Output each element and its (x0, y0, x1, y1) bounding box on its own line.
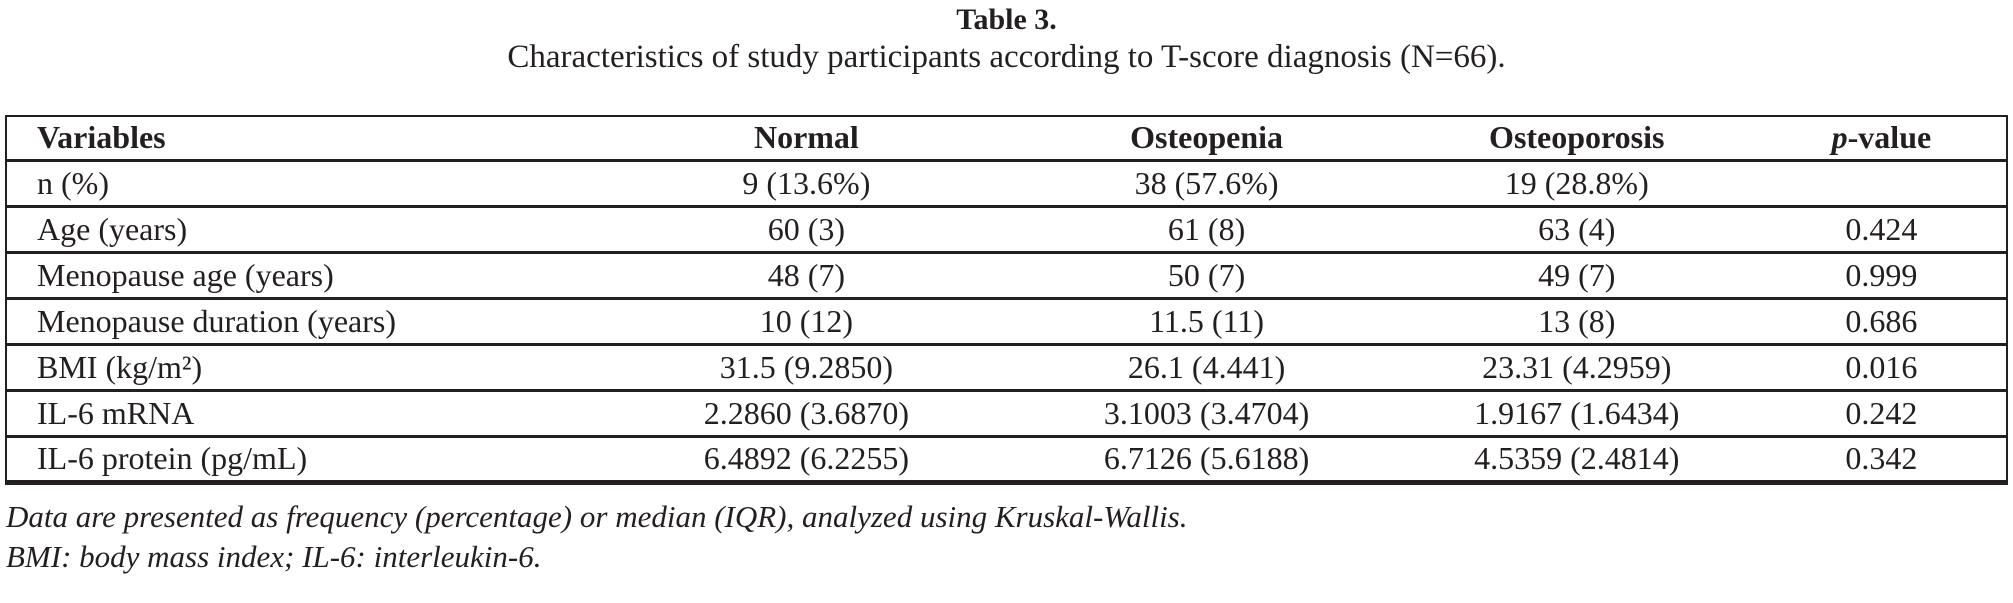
header-variables: Variables (37, 119, 166, 156)
cell-variable: Menopause age (years) (37, 256, 334, 293)
table-row: Age (years) 60 (3) 61 (8) 63 (4) 0.424 (6, 206, 2007, 252)
cell-osteoporosis: 49 (7) (1538, 256, 1616, 293)
cell-p-value: 0.999 (1845, 256, 1918, 293)
cell-normal: 6.4892 (6.2255) (703, 440, 910, 476)
cell-p-value (1757, 160, 2007, 206)
cell-osteopenia: 61 (8) (1167, 210, 1246, 247)
characteristics-table: Variables Normal Osteopenia Osteoporosis… (5, 115, 2008, 485)
header-p-value: p-value (1757, 116, 2007, 160)
cell-osteopenia: 26.1 (4.441) (1127, 348, 1286, 385)
table-subtitle: Characteristics of study participants ac… (507, 39, 1506, 75)
header-osteopenia: Osteopenia (1130, 119, 1284, 156)
cell-osteopenia: 11.5 (11) (1149, 302, 1265, 339)
table-caption: Table 3. Characteristics of study partic… (0, 3, 2013, 77)
cell-variable: IL-6 protein (pg/mL) (37, 440, 308, 476)
cell-normal: 31.5 (9.2850) (719, 348, 894, 385)
cell-variable: Menopause duration (years) (37, 302, 396, 339)
cell-variable: IL-6 mRNA (37, 394, 195, 431)
footnote-abbreviations: BMI: body mass index; IL-6: interleukin-… (6, 538, 542, 574)
cell-normal: 2.2860 (3.6870) (703, 394, 910, 431)
cell-osteoporosis: 19 (28.8%) (1504, 164, 1649, 201)
cell-variable: BMI (kg/m²) (37, 348, 203, 385)
table-footnotes: Data are presented as frequency (percent… (6, 497, 2013, 577)
cell-osteoporosis: 23.31 (4.2959) (1482, 348, 1672, 385)
cell-osteopenia: 38 (57.6%) (1134, 164, 1279, 201)
header-row: Variables Normal Osteopenia Osteoporosis… (6, 116, 2007, 160)
cell-p-value: 0.242 (1845, 394, 1918, 431)
cell-osteoporosis: 4.5359 (2.4814) (1474, 440, 1680, 476)
cell-p-value: 0.016 (1845, 348, 1918, 385)
cell-p-value: 0.686 (1845, 302, 1918, 339)
cell-osteopenia: 50 (7) (1167, 256, 1246, 293)
cell-p-value: 0.342 (1845, 440, 1918, 476)
cell-normal: 48 (7) (767, 256, 846, 293)
table-number-label: Table 3. (956, 3, 1057, 36)
cell-normal: 60 (3) (767, 210, 846, 247)
p-value-italic-p: p (1831, 119, 1848, 156)
cell-osteoporosis: 63 (4) (1538, 210, 1616, 247)
table-row: Menopause duration (years) 10 (12) 11.5 … (6, 298, 2007, 344)
table-row: IL-6 mRNA 2.2860 (3.6870) 3.1003 (3.4704… (6, 390, 2007, 436)
table-row: BMI (kg/m²) 31.5 (9.2850) 26.1 (4.441) 2… (6, 344, 2007, 390)
cell-normal: 9 (13.6%) (742, 164, 871, 201)
table-row: IL-6 protein (pg/mL) 6.4892 (6.2255) 6.7… (6, 436, 2007, 482)
table-row: Menopause age (years) 48 (7) 50 (7) 49 (… (6, 252, 2007, 298)
table-row: n (%) 9 (13.6%) 38 (57.6%) 19 (28.8%) (6, 160, 2007, 206)
header-osteoporosis: Osteoporosis (1489, 119, 1665, 156)
footnote-methods: Data are presented as frequency (percent… (6, 498, 1188, 534)
p-value-rest: -value (1847, 119, 1932, 156)
cell-osteoporosis: 1.9167 (1.6434) (1474, 394, 1680, 431)
cell-osteoporosis: 13 (8) (1538, 302, 1616, 339)
cell-osteopenia: 3.1003 (3.4704) (1103, 394, 1310, 431)
cell-p-value: 0.424 (1845, 210, 1918, 247)
header-normal: Normal (753, 119, 859, 156)
cell-normal: 10 (12) (759, 302, 854, 339)
cell-variable: Age (years) (37, 210, 188, 247)
cell-variable: n (%) (37, 164, 109, 201)
cell-osteopenia: 6.7126 (5.6188) (1103, 440, 1310, 476)
